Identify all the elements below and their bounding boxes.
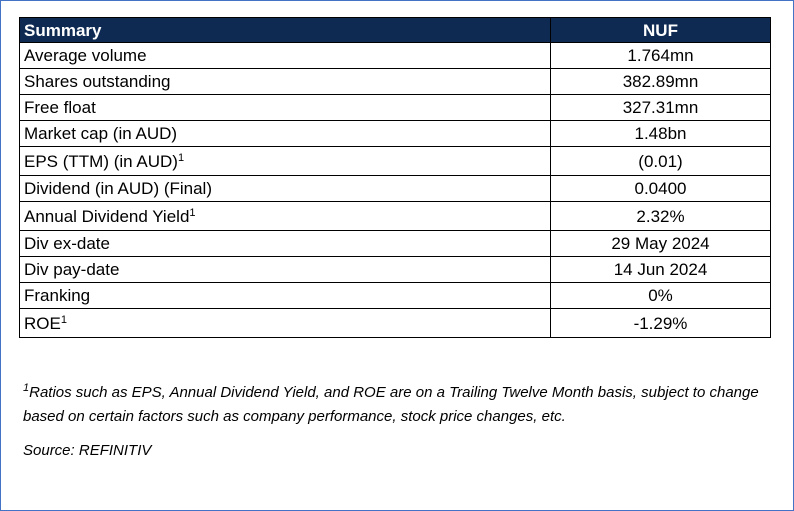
row-label-text: Free float [24,98,96,117]
row-label: Market cap (in AUD) [19,120,551,147]
table-row: ROE1 -1.29% [19,308,771,338]
table-row: Annual Dividend Yield1 2.32% [19,201,771,231]
table-row: Div ex-date 29 May 2024 [19,230,771,257]
row-label-text: Average volume [24,46,147,65]
table-row: Free float 327.31mn [19,94,771,121]
table-row: Div pay-date 14 Jun 2024 [19,256,771,283]
row-value: 2.32% [550,201,771,231]
table-row: Franking 0% [19,282,771,309]
footnote-marker: 1 [60,313,67,326]
row-value: (0.01) [550,146,771,176]
row-value: 14 Jun 2024 [550,256,771,283]
row-label-text: EPS (TTM) (in AUD) [24,151,178,171]
row-value: 0.0400 [550,175,771,202]
row-label: Average volume [19,42,551,69]
footnote-marker: 1 [177,151,185,164]
row-label-text: Dividend (in AUD) (Final) [24,179,212,198]
row-label-text: Market cap (in AUD) [24,124,178,143]
row-label-text: Div pay-date [24,260,120,279]
row-label: Div ex-date [19,230,551,257]
table-row: Dividend (in AUD) (Final) 0.0400 [19,175,771,202]
footnote-marker: 1 [23,382,30,394]
row-label-text: Franking [24,286,91,305]
footnote-text: Ratios such as EPS, Annual Dividend Yiel… [23,384,759,425]
row-value: 29 May 2024 [550,230,771,257]
header-summary-label: Summary [19,17,551,43]
row-label: ROE1 [19,308,551,338]
row-label: Franking [19,282,551,309]
row-label-text: Div ex-date [24,234,110,253]
row-label: Annual Dividend Yield1 [19,201,551,231]
footnote-marker: 1 [189,206,196,219]
row-label-text: Shares outstanding [24,72,171,91]
row-value: 1.764mn [550,42,771,69]
table-row: Market cap (in AUD) 1.48bn [19,120,771,147]
table-header-row: Summary NUF [19,17,771,43]
notes-block: 1Ratios such as EPS, Annual Dividend Yie… [23,381,763,463]
row-value: 1.48bn [550,120,771,147]
row-value: 382.89mn [550,68,771,95]
row-label-text: ROE [24,313,61,333]
row-label: Div pay-date [19,256,551,283]
row-value: 327.31mn [550,94,771,121]
table-row: Average volume 1.764mn [19,42,771,69]
row-value: 0% [550,282,771,309]
footnote: 1Ratios such as EPS, Annual Dividend Yie… [23,381,763,429]
row-label: Shares outstanding [19,68,551,95]
row-label: EPS (TTM) (in AUD)1 [19,146,551,176]
source-note: Source: REFINITIV [23,442,152,459]
row-label: Free float [19,94,551,121]
header-ticker: NUF [550,17,771,43]
table-row: Shares outstanding 382.89mn [19,68,771,95]
summary-table: Summary NUF Average volume 1.764mn Share… [19,17,771,338]
row-label-text: Annual Dividend Yield [24,206,190,226]
row-label: Dividend (in AUD) (Final) [19,175,551,202]
row-value: -1.29% [550,308,771,338]
table-row: EPS (TTM) (in AUD)1 (0.01) [19,146,771,176]
